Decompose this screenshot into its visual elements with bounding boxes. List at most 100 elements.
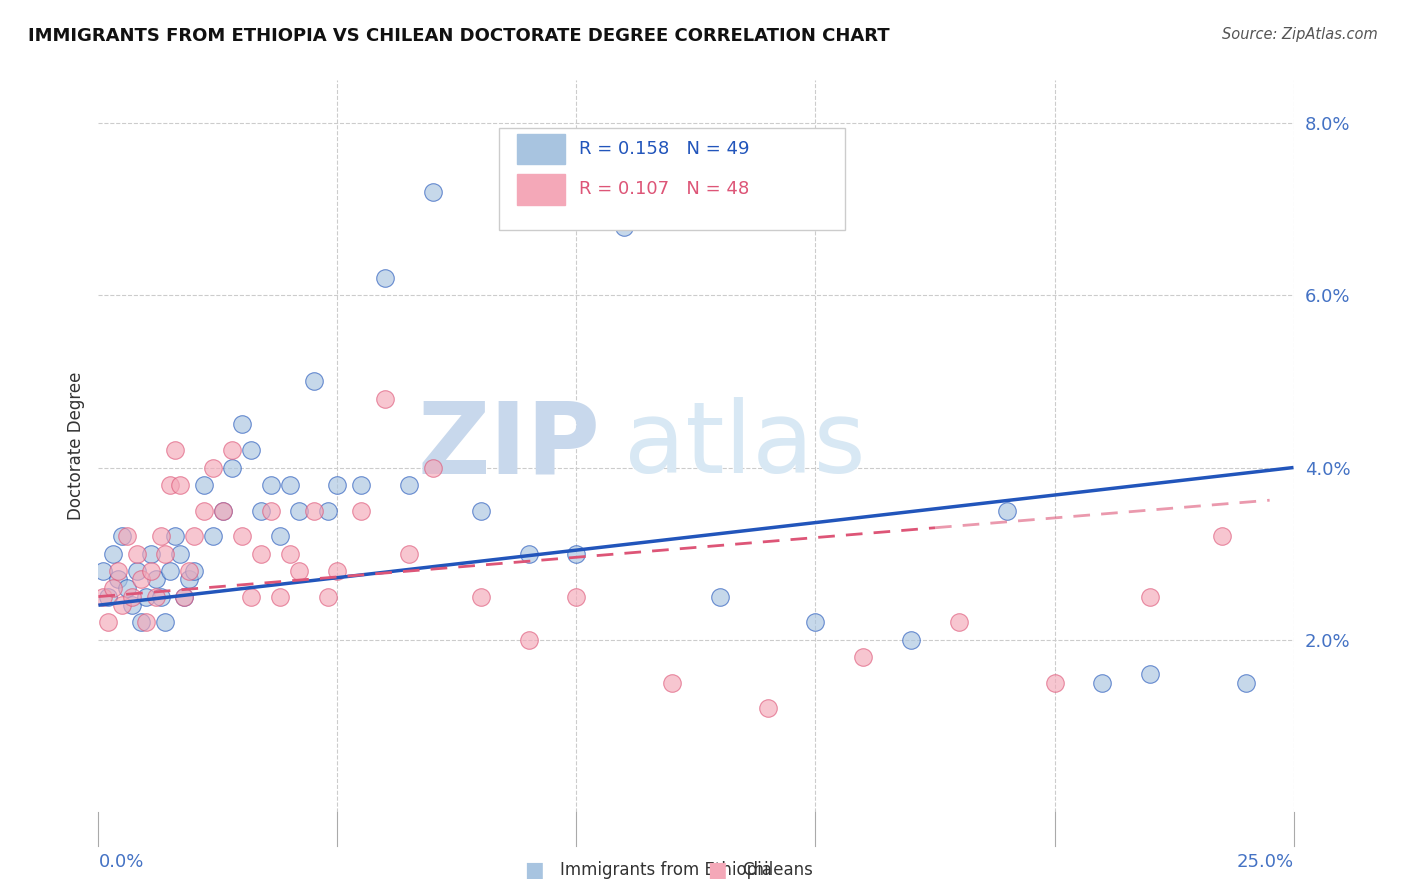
Point — [269, 590, 291, 604]
Text: ■: ■ — [707, 860, 727, 880]
Point — [900, 632, 922, 647]
Point — [398, 547, 420, 561]
Point — [1139, 667, 1161, 681]
Point — [288, 503, 311, 517]
Point — [221, 460, 243, 475]
Point — [350, 503, 373, 517]
Point — [125, 564, 148, 578]
Point — [269, 529, 291, 543]
Text: ■: ■ — [524, 860, 544, 880]
Point — [422, 460, 444, 475]
Text: 25.0%: 25.0% — [1236, 854, 1294, 871]
Point — [1091, 675, 1114, 690]
Point — [565, 547, 588, 561]
Point — [259, 503, 281, 517]
Point — [125, 547, 148, 561]
Point — [613, 219, 636, 234]
Point — [1234, 675, 1257, 690]
Point — [259, 477, 281, 491]
Point — [756, 701, 779, 715]
Point — [231, 417, 253, 432]
Point — [145, 573, 167, 587]
Point — [97, 590, 120, 604]
Text: R = 0.158   N = 49: R = 0.158 N = 49 — [579, 140, 749, 158]
Text: Chileans: Chileans — [742, 861, 813, 879]
Point — [804, 615, 827, 630]
Point — [183, 529, 205, 543]
Point — [149, 529, 172, 543]
Point — [145, 590, 167, 604]
Point — [135, 615, 157, 630]
FancyBboxPatch shape — [517, 134, 565, 164]
Point — [661, 675, 683, 690]
Point — [211, 503, 233, 517]
Point — [565, 590, 588, 604]
Point — [326, 477, 349, 491]
Point — [240, 443, 263, 458]
Point — [139, 564, 162, 578]
Point — [101, 547, 124, 561]
Text: ZIP: ZIP — [418, 398, 600, 494]
Point — [107, 564, 129, 578]
Point — [183, 564, 205, 578]
Point — [288, 564, 311, 578]
Point — [231, 529, 253, 543]
Point — [115, 529, 138, 543]
Point — [91, 590, 114, 604]
Point — [169, 547, 191, 561]
Point — [250, 547, 273, 561]
Point — [139, 547, 162, 561]
FancyBboxPatch shape — [499, 128, 845, 230]
Point — [193, 503, 215, 517]
Point — [350, 477, 373, 491]
Point — [398, 477, 420, 491]
Point — [517, 547, 540, 561]
Point — [107, 573, 129, 587]
Point — [115, 581, 138, 595]
Text: 0.0%: 0.0% — [98, 854, 143, 871]
Point — [948, 615, 970, 630]
Point — [302, 503, 325, 517]
Point — [159, 564, 181, 578]
Point — [155, 615, 177, 630]
Point — [1211, 529, 1233, 543]
Point — [470, 503, 492, 517]
Point — [852, 649, 875, 664]
Point — [221, 443, 243, 458]
Point — [163, 529, 186, 543]
Point — [111, 529, 134, 543]
Point — [278, 477, 301, 491]
Point — [131, 615, 153, 630]
Point — [278, 547, 301, 561]
Point — [193, 477, 215, 491]
Point — [121, 590, 143, 604]
Point — [316, 503, 339, 517]
Point — [995, 503, 1018, 517]
Point — [1139, 590, 1161, 604]
Point — [202, 460, 225, 475]
Point — [111, 598, 134, 612]
Text: Immigrants from Ethiopia: Immigrants from Ethiopia — [560, 861, 772, 879]
Point — [709, 590, 731, 604]
Point — [1043, 675, 1066, 690]
Point — [101, 581, 124, 595]
Point — [316, 590, 339, 604]
Text: IMMIGRANTS FROM ETHIOPIA VS CHILEAN DOCTORATE DEGREE CORRELATION CHART: IMMIGRANTS FROM ETHIOPIA VS CHILEAN DOCT… — [28, 27, 890, 45]
Point — [131, 573, 153, 587]
Point — [374, 392, 396, 406]
Point — [374, 271, 396, 285]
Point — [155, 547, 177, 561]
Point — [173, 590, 195, 604]
Point — [173, 590, 195, 604]
Point — [91, 564, 114, 578]
FancyBboxPatch shape — [517, 174, 565, 204]
Text: R = 0.107   N = 48: R = 0.107 N = 48 — [579, 180, 749, 198]
Point — [179, 573, 201, 587]
Point — [135, 590, 157, 604]
Point — [159, 477, 181, 491]
Point — [149, 590, 172, 604]
Text: atlas: atlas — [624, 398, 866, 494]
Point — [470, 590, 492, 604]
Point — [250, 503, 273, 517]
Point — [97, 615, 120, 630]
